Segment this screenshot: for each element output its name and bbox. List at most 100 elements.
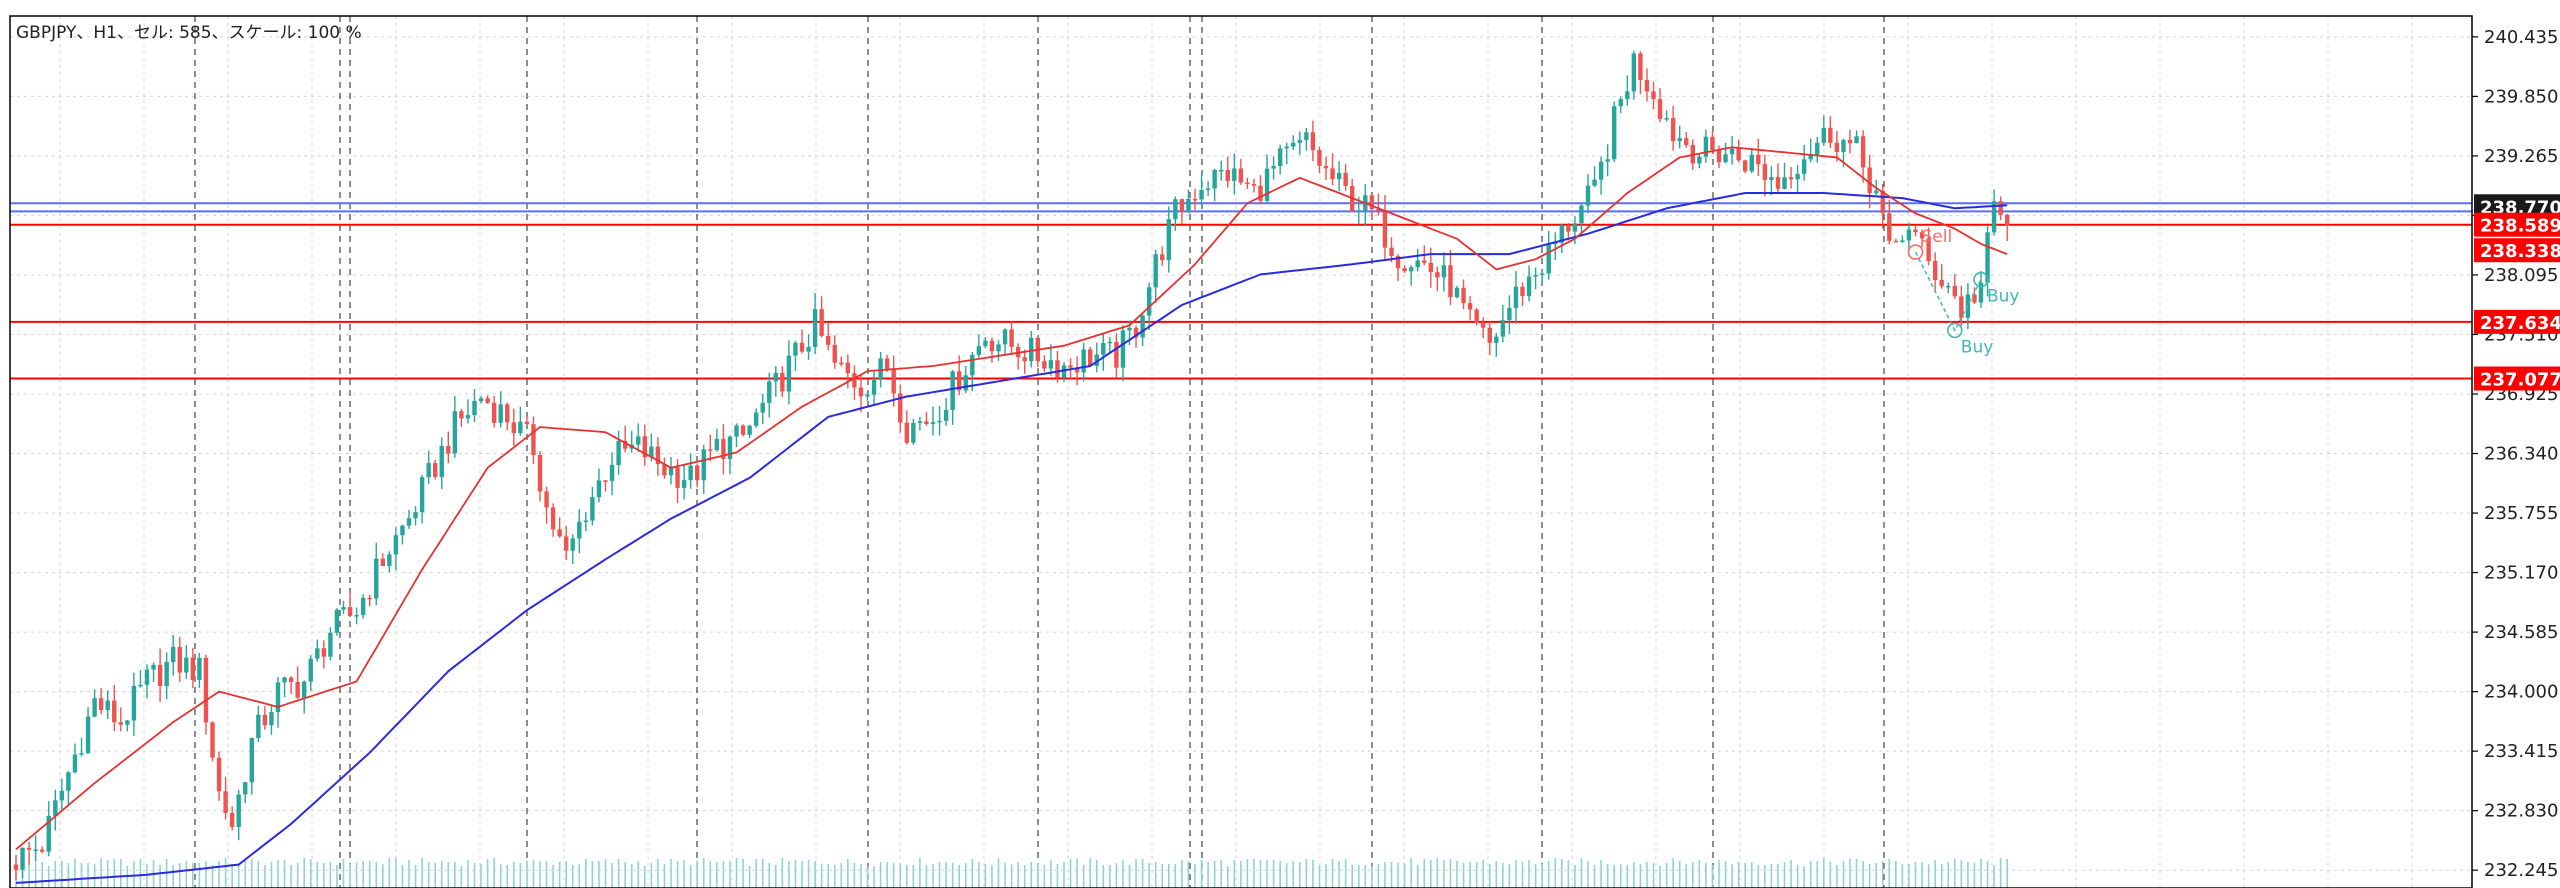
candle-bear	[957, 371, 962, 391]
buy-label: Buy	[1961, 337, 1994, 357]
candle-bear	[740, 425, 746, 435]
candle-bull	[609, 465, 615, 481]
candle-bull	[1618, 99, 1623, 107]
candle-bear	[1251, 183, 1257, 186]
candle-bear	[845, 362, 851, 374]
candle-bull	[1029, 337, 1034, 362]
candle-bull	[688, 465, 693, 481]
candle-bull	[1631, 53, 1637, 92]
candle-bear	[1114, 341, 1119, 368]
candle-bear	[557, 529, 562, 537]
trades-layer: Sell Buy Buy	[1907, 227, 2020, 357]
candle-bull	[275, 682, 281, 713]
candle-bull	[164, 662, 169, 687]
candle-bull	[1801, 159, 1807, 174]
candle-bear	[708, 449, 713, 451]
candle-bear	[1867, 167, 1872, 194]
candle-bear	[1323, 165, 1329, 169]
candle-bear	[924, 421, 929, 425]
candle-bear	[721, 438, 726, 459]
price-tag-label: 238.338	[2480, 241, 2560, 262]
candle-bull	[590, 497, 595, 521]
candle-bear	[1887, 213, 1892, 241]
axis-tick-label: 235.755	[2484, 503, 2558, 524]
candle-bear	[1762, 164, 1768, 180]
ma-fast-line	[15, 146, 2008, 850]
candle-bear	[675, 467, 680, 488]
candle-bear	[229, 812, 235, 828]
candle-bull	[334, 609, 340, 633]
candle-bear	[537, 454, 543, 492]
candle-bear	[826, 335, 831, 345]
candle-bull	[760, 402, 765, 413]
candle-bull	[943, 409, 949, 421]
volume-layer	[15, 858, 2008, 888]
candle-bull	[1946, 285, 1951, 288]
sell-label: Sell	[1922, 227, 1953, 247]
candle-bull	[1297, 140, 1302, 143]
candle-bull	[1205, 188, 1211, 190]
candle-bull	[1284, 146, 1289, 149]
candle-bull	[714, 438, 720, 451]
candle-bear	[1317, 149, 1322, 166]
candle-bull	[878, 358, 883, 380]
candle-bull	[59, 790, 65, 801]
price-tag	[2474, 212, 2560, 237]
candle-bull	[1769, 177, 1774, 180]
candle-bull	[1900, 240, 1905, 242]
candle-bear	[367, 597, 372, 600]
candle-bull	[767, 381, 772, 403]
candle-bear	[40, 849, 45, 852]
candle-bull	[282, 677, 287, 683]
candle-bull	[786, 355, 792, 392]
candle-bull	[596, 480, 602, 498]
candle-bull	[184, 657, 189, 673]
candle-bear	[288, 677, 294, 682]
candle-bull	[393, 535, 399, 555]
candle-bear	[446, 446, 451, 454]
candle-bear	[891, 368, 896, 394]
candle-bear	[157, 664, 163, 687]
candle-bear	[1756, 154, 1761, 165]
candle-bear	[1939, 279, 1944, 287]
candle-bear	[485, 398, 490, 403]
axis-tick-label: 233.415	[2484, 741, 2558, 762]
candle-bull	[243, 782, 248, 795]
candle-bull	[1729, 148, 1735, 155]
price-tag-label: 237.077	[2480, 370, 2560, 391]
candle-bear	[1310, 132, 1316, 150]
candle-bear	[1644, 79, 1650, 92]
candle-bear	[118, 722, 123, 725]
candle-bull	[1782, 177, 1787, 189]
candle-bull	[734, 425, 739, 437]
axis-tick-label: 232.245	[2484, 860, 2558, 881]
price-tag-label: 238.589	[2480, 216, 2560, 237]
candle-bear	[1395, 256, 1401, 269]
axis-tick-label: 240.435	[2484, 27, 2558, 48]
price-axis[interactable]: 240.435239.850239.265238.680238.095237.5…	[2472, 27, 2558, 881]
candle-bull	[46, 815, 51, 852]
price-tag	[2474, 309, 2560, 334]
candle-bear	[550, 507, 556, 530]
candle-bull	[1978, 282, 1984, 303]
candle-bull	[1199, 189, 1204, 200]
candle-bull	[1415, 260, 1420, 268]
candle-bull	[937, 420, 942, 423]
candle-bear	[531, 424, 536, 455]
candle-bear	[1638, 53, 1643, 80]
candle-bear	[1481, 322, 1486, 328]
candle-bull	[328, 632, 333, 657]
candle-bull	[400, 525, 405, 536]
candle-bear	[1435, 272, 1440, 278]
candle-bear	[1651, 91, 1656, 100]
candle-bear	[799, 342, 805, 352]
candle-bull	[583, 520, 589, 523]
candle-bull	[1271, 166, 1276, 169]
candle-bull	[976, 346, 982, 355]
candle-bull	[125, 720, 130, 725]
trade-connector	[1914, 251, 1982, 333]
candle-bear	[1972, 294, 1977, 303]
candle-bull	[92, 698, 97, 717]
candle-bull	[1232, 168, 1237, 181]
